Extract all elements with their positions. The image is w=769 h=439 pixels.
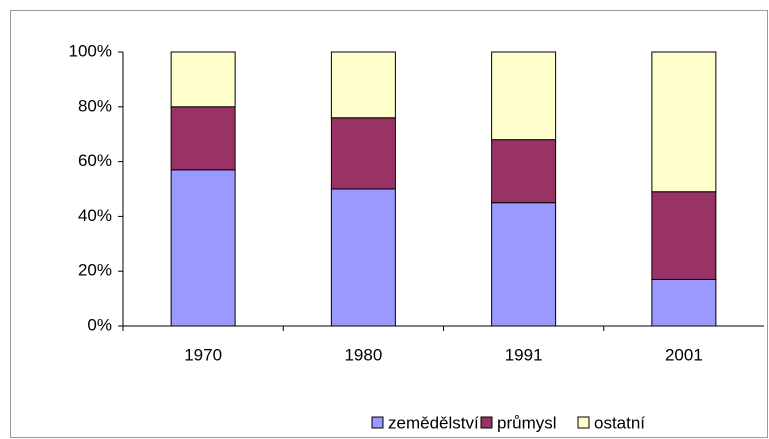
- x-tick-label: 2001: [665, 345, 703, 364]
- x-tick-label: 1980: [344, 345, 382, 364]
- bar-segment: [330, 51, 396, 119]
- bar-segment: [651, 191, 717, 280]
- bar-segment: [330, 188, 396, 327]
- bar-segment: [170, 169, 236, 327]
- y-tick-label: 40%: [78, 206, 112, 225]
- y-tick-label: 60%: [78, 151, 112, 170]
- legend-swatch: [480, 416, 493, 429]
- x-tick-label: 1991: [505, 345, 543, 364]
- legend-label: ostatní: [594, 413, 645, 432]
- bar-segment: [491, 51, 557, 141]
- bar-segment: [330, 117, 396, 190]
- bar-segment: [651, 51, 717, 193]
- legend-swatch: [577, 416, 590, 429]
- legend-label: průmysl: [497, 413, 557, 432]
- y-tick-label: 0%: [87, 315, 112, 334]
- bar-segment: [170, 51, 236, 108]
- y-tick-label: 100%: [69, 41, 112, 60]
- bar-segment: [170, 106, 236, 171]
- legend-label: zemědělství: [388, 413, 479, 432]
- x-tick-label: 1970: [184, 345, 222, 364]
- y-tick-label: 20%: [78, 261, 112, 280]
- legend-swatch: [371, 416, 384, 429]
- bar-segment: [651, 278, 717, 327]
- bar-segment: [491, 139, 557, 204]
- y-tick-label: 80%: [78, 96, 112, 115]
- bar-segment: [491, 202, 557, 327]
